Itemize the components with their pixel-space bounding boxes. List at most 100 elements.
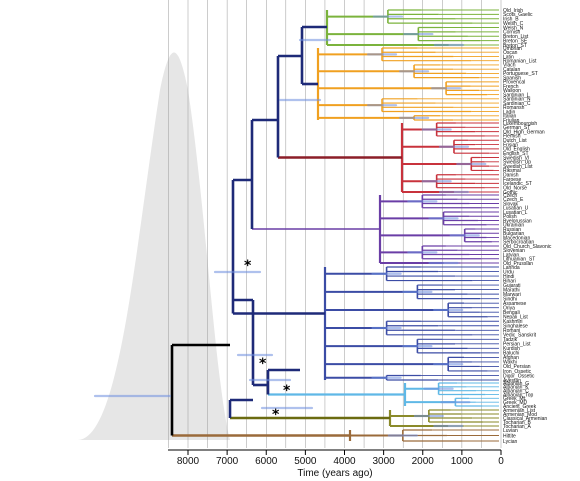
tip-label: Latvian (503, 252, 519, 258)
x-tick-label: 6000 (255, 456, 278, 467)
x-tick-label: 1000 (451, 456, 474, 467)
tip-label: Portuguese_ST (503, 71, 538, 77)
tip-label: Lithuanian_ST (503, 257, 535, 263)
tip-label: Italian (503, 114, 517, 120)
tip-label: Persian_List (503, 342, 531, 348)
tip-label: Marathi (503, 287, 520, 293)
tip-label: Serbocroatian (503, 240, 534, 246)
tip-label: Avestan (503, 378, 521, 384)
tip-label: Danish (503, 173, 519, 179)
tip-label: Breton_ST (503, 43, 527, 49)
node-uncertainty-bars (93, 15, 487, 437)
tip-label: Vlach (503, 63, 516, 69)
tip-label: Provencal (503, 80, 525, 86)
tip-label: Swedish_List (503, 164, 533, 170)
tip-label: Kashmiri (503, 319, 522, 325)
tip-label: Hittite (503, 433, 516, 439)
x-axis-ticks: 8000 7000 6000 5000 4000 3000 2000 1000 0 (177, 450, 504, 467)
tip-label: Bengali (503, 310, 520, 316)
tip-label: Sardinian_C (503, 101, 531, 107)
tip-label: Icelandic_ST (503, 181, 532, 187)
tip-label: Old_Prussian (503, 261, 533, 267)
tip-labels: Old_IrishScots_GaelicIrish_BWelsh_CWelsh… (503, 8, 552, 445)
tip-label: Old_Persian (503, 364, 531, 370)
x-tick-label: 8000 (177, 456, 200, 467)
tip-label: Tocharian_A (503, 424, 531, 430)
tip-label: Old_Norse (503, 185, 527, 191)
tip-label: Byelorussian (503, 218, 532, 224)
tip-label: Bulgarian (503, 231, 524, 237)
tip-label: French (503, 84, 519, 90)
starred-node-marker: * (244, 258, 252, 274)
tip-label: Swedish_Up (503, 160, 531, 166)
tip-label: Cornish (503, 30, 520, 36)
tip-label: Catalan (503, 67, 520, 73)
x-tick-label: 0 (498, 456, 504, 467)
starred-node-marker: * (272, 407, 280, 423)
tip-label: Romani (503, 328, 520, 334)
tip-label: Hindi (503, 274, 514, 280)
tip-label: Slovak (503, 201, 519, 207)
tip-label: Faroese (503, 177, 522, 183)
tip-label: Czech_E (503, 197, 524, 203)
tip-label: Lusatian_L (503, 210, 528, 216)
tip-label: Tadzik (503, 337, 518, 343)
tip-label: Welsh_C (503, 21, 524, 27)
tip-label: Romansh (503, 105, 525, 111)
tip-label: Polish (503, 214, 517, 220)
tip-label: Czech (503, 193, 517, 199)
tip-label: Digor_Ossetic (503, 373, 535, 379)
tip-label: Ancient_Greek (503, 404, 537, 410)
tip-label: Irish_B (503, 17, 519, 23)
tip-label: Marwari (503, 292, 521, 298)
tip-label: Albanian_G (503, 381, 529, 387)
tip-label: Umbrian (503, 46, 522, 52)
root-age-density (78, 52, 230, 440)
tip-label: Ukrainian (503, 223, 524, 229)
tree-branches (170, 9, 499, 442)
tip-label: Nepali_List (503, 315, 528, 321)
tip-label: Baluchi (503, 351, 519, 357)
tip-label: Afghan (503, 355, 519, 361)
tip-label: Swedish_Vl (503, 155, 529, 161)
tip-label: Old_High_German (503, 129, 545, 135)
tip-label: Gothic (503, 190, 518, 196)
tip-label: Oriya (503, 305, 515, 311)
tip-label: Frisian (503, 142, 518, 148)
tip-label: Urdu (503, 269, 514, 275)
tip-label: Lahnda (503, 265, 520, 271)
tip-label: Iron_Ossetic (503, 369, 532, 375)
tip-label: Breton_List (503, 34, 529, 40)
tip-label: Wakhi (503, 360, 517, 366)
tip-label: Sardinian_L (503, 92, 530, 98)
x-tick-label: 7000 (216, 456, 239, 467)
tip-label: Spanish (503, 75, 521, 81)
x-axis-label: Time (years ago) (297, 468, 372, 479)
starred-node-marker: * (259, 356, 267, 372)
tip-label: German_ST (503, 125, 530, 131)
tip-label: Lycian (503, 439, 517, 445)
tip-label: Greek_ML (503, 396, 527, 402)
tip-label: Scots_Gaelic (503, 12, 533, 18)
tip-label: Old_English (503, 147, 530, 153)
tip-label: Armenian_Mod (503, 412, 537, 418)
tip-label: Welsh_N (503, 25, 524, 31)
tip-label: Luxembourgish (503, 121, 537, 127)
tip-label: Flemish (503, 134, 521, 140)
tip-label: Old_Church_Slavonic (503, 244, 552, 250)
tip-label: Classical_Armenian (503, 416, 547, 422)
tip-label: Macedonian (503, 235, 530, 241)
tip-label: Oscan (503, 50, 518, 56)
tip-label: Sindhi (503, 296, 517, 302)
time-gridlines (168, 0, 502, 448)
tip-label: Albanian_Top (503, 392, 534, 398)
tip-label: Ladin (503, 109, 515, 115)
tip-label: Romanian_List (503, 59, 537, 65)
tip-label: Armenian_List (503, 408, 536, 414)
x-tick-label: 3000 (373, 456, 396, 467)
tip-label: Singhalese (503, 324, 528, 330)
tip-label: Albanian_K (503, 385, 529, 391)
tip-label: Luvian (503, 428, 518, 434)
tip-label: Friulian (503, 118, 520, 124)
